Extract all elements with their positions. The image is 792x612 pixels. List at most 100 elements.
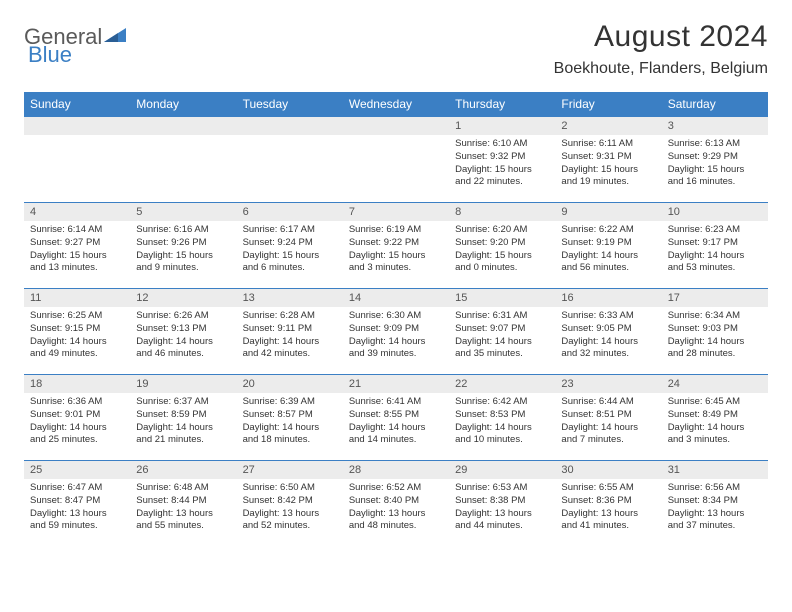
day-details: Sunrise: 6:16 AM Sunset: 9:26 PM Daylight:… <box>130 221 236 279</box>
sunrise-line: Sunrise: 6:50 AM <box>243 482 315 493</box>
sunset-line: Sunset: 9:32 PM <box>455 151 525 162</box>
day-details: Sunrise: 6:23 AMSunset: 9:17 PMDaylight:… <box>662 221 768 279</box>
sunset-line: Sunset: 9:07 PM <box>455 323 525 334</box>
daylight-line: Daylight: 14 hours and 53 minutes. <box>668 250 745 274</box>
sunrise-line: Sunrise: 6:16 AM <box>136 224 208 235</box>
daylight-line: Daylight: 15 hours and 9 minutes. <box>136 250 213 274</box>
sunrise-line: Sunrise: 6:55 AM <box>561 482 633 493</box>
calendar-day-cell: 15Sunrise: 6:31 AMSunset: 9:07 PMDayligh… <box>449 289 555 375</box>
sunrise-line: Sunrise: 6:41 AM <box>349 396 421 407</box>
day-number <box>24 117 130 135</box>
calendar-day-cell: 2Sunrise: 6:11 AMSunset: 9:31 PMDaylight… <box>555 117 661 203</box>
sunset-line: Sunset: 8:55 PM <box>349 409 419 420</box>
calendar-row: 11Sunrise: 6:25 AMSunset: 9:15 PMDayligh… <box>24 289 768 375</box>
weekday-row: SundayMondayTuesdayWednesdayThursdayFrid… <box>24 92 768 117</box>
day-details: Sunrise: 6:20 AM Sunset: 9:20 PM Daylight:… <box>449 221 555 279</box>
day-number: 2 <box>555 117 661 135</box>
day-details: Sunrise: 6:26 AMSunset: 9:13 PMDaylight:… <box>130 307 236 365</box>
day-number: 23 <box>555 375 661 393</box>
day-details: Sunrise: 6:25 AMSunset: 9:15 PMDaylight:… <box>24 307 130 365</box>
day-details: Sunrise: 6:28 AMSunset: 9:11 PMDaylight:… <box>237 307 343 365</box>
location-text: Boekhoute, Flanders, Belgium <box>554 60 768 78</box>
calendar-day-cell: 31Sunrise: 6:56 AMSunset: 8:34 PMDayligh… <box>662 461 768 547</box>
sunset-line: Sunset: 8:51 PM <box>561 409 631 420</box>
sunset-line: Sunset: 9:19 PM <box>561 237 631 248</box>
day-details: Sunrise: 6:22 AMSunset: 9:19 PMDaylight:… <box>555 221 661 279</box>
sunrise-line: Sunrise: 6:19 AM <box>349 224 421 235</box>
day-number: 17 <box>662 289 768 307</box>
calendar-row: 4Sunrise: 6:14 AMSunset: 9:27 PMDaylight… <box>24 203 768 289</box>
daylight-line: Daylight: 14 hours and 49 minutes. <box>30 336 107 360</box>
day-number: 19 <box>130 375 236 393</box>
calendar-day-cell: 19Sunrise: 6:37 AMSunset: 8:59 PMDayligh… <box>130 375 236 461</box>
sunrise-line: Sunrise: 6:14 AM <box>30 224 102 235</box>
calendar-row: 25Sunrise: 6:47 AMSunset: 8:47 PMDayligh… <box>24 461 768 547</box>
day-details: Sunrise: 6:56 AMSunset: 8:34 PMDaylight:… <box>662 479 768 537</box>
day-details: Sunrise: 6:41 AM Sunset: 8:55 PM Daylight:… <box>343 393 449 451</box>
daylight-line: Daylight: 15 hours and 0 minutes. <box>455 250 532 274</box>
day-number: 20 <box>237 375 343 393</box>
daylight-line: Daylight: 13 hours and 59 minutes. <box>30 508 107 532</box>
day-number: 22 <box>449 375 555 393</box>
day-number: 24 <box>662 375 768 393</box>
day-number: 29 <box>449 461 555 479</box>
sunset-line: Sunset: 8:40 PM <box>349 495 419 506</box>
day-details: Sunrise: 6:30 AMSunset: 9:09 PMDaylight:… <box>343 307 449 365</box>
calendar-body: 1Sunrise: 6:10 AMSunset: 9:32 PMDaylight… <box>24 117 768 547</box>
sunset-line: Sunset: 9:11 PM <box>243 323 313 334</box>
sunset-line: Sunset: 9:26 PM <box>136 237 206 248</box>
daylight-line: Daylight: 15 hours and 16 minutes. <box>668 164 745 188</box>
sunset-line: Sunset: 9:05 PM <box>561 323 631 334</box>
daylight-line: Daylight: 15 hours and 13 minutes. <box>30 250 107 274</box>
day-details: Sunrise: 6:31 AMSunset: 9:07 PMDaylight:… <box>449 307 555 365</box>
weekday-header: Saturday <box>662 92 768 117</box>
weekday-header: Tuesday <box>237 92 343 117</box>
calendar-thead: SundayMondayTuesdayWednesdayThursdayFrid… <box>24 92 768 117</box>
calendar-empty-cell <box>24 117 130 203</box>
sunset-line: Sunset: 8:38 PM <box>455 495 525 506</box>
calendar-day-cell: 9Sunrise: 6:22 AMSunset: 9:19 PMDaylight… <box>555 203 661 289</box>
daylight-line: Daylight: 13 hours and 37 minutes. <box>668 508 745 532</box>
daylight-line: Daylight: 14 hours and 56 minutes. <box>561 250 638 274</box>
day-details: Sunrise: 6:36 AMSunset: 9:01 PMDaylight:… <box>24 393 130 451</box>
day-number: 26 <box>130 461 236 479</box>
day-details <box>237 135 343 175</box>
daylight-line: Daylight: 14 hours and 32 minutes. <box>561 336 638 360</box>
day-details: Sunrise: 6:48 AMSunset: 8:44 PMDaylight:… <box>130 479 236 537</box>
day-details: Sunrise: 6:17 AMSunset: 9:24 PMDaylight:… <box>237 221 343 279</box>
weekday-header: Monday <box>130 92 236 117</box>
day-details: Sunrise: 6:11 AMSunset: 9:31 PMDaylight:… <box>555 135 661 193</box>
daylight-line: Daylight: 13 hours and 41 minutes. <box>561 508 638 532</box>
calendar-day-cell: 17Sunrise: 6:34 AMSunset: 9:03 PMDayligh… <box>662 289 768 375</box>
sunset-line: Sunset: 8:47 PM <box>30 495 100 506</box>
day-number: 21 <box>343 375 449 393</box>
calendar-table: SundayMondayTuesdayWednesdayThursdayFrid… <box>24 92 768 547</box>
sunset-line: Sunset: 9:17 PM <box>668 237 738 248</box>
sunrise-line: Sunrise: 6:10 AM <box>455 138 527 149</box>
sunrise-line: Sunrise: 6:17 AM <box>243 224 315 235</box>
calendar-day-cell: 26Sunrise: 6:48 AMSunset: 8:44 PMDayligh… <box>130 461 236 547</box>
sunrise-line: Sunrise: 6:36 AM <box>30 396 102 407</box>
sunrise-line: Sunrise: 6:33 AM <box>561 310 633 321</box>
calendar-day-cell: 24Sunrise: 6:45 AMSunset: 8:49 PMDayligh… <box>662 375 768 461</box>
day-details: Sunrise: 6:44 AMSunset: 8:51 PMDaylight:… <box>555 393 661 451</box>
calendar-day-cell: 8Sunrise: 6:20 AMSunset: 9:20 PMDaylight… <box>449 203 555 289</box>
calendar-day-cell: 18Sunrise: 6:36 AMSunset: 9:01 PMDayligh… <box>24 375 130 461</box>
day-details: Sunrise: 6:47 AMSunset: 8:47 PMDaylight:… <box>24 479 130 537</box>
daylight-line: Daylight: 15 hours and 6 minutes. <box>243 250 320 274</box>
day-number: 31 <box>662 461 768 479</box>
day-details: Sunrise: 6:13 AMSunset: 9:29 PMDaylight:… <box>662 135 768 193</box>
daylight-line: Daylight: 14 hours and 7 minutes. <box>561 422 638 446</box>
sunset-line: Sunset: 9:20 PM <box>455 237 525 248</box>
sunset-line: Sunset: 9:01 PM <box>30 409 100 420</box>
day-details: Sunrise: 6:45 AMSunset: 8:49 PMDaylight:… <box>662 393 768 451</box>
day-number: 9 <box>555 203 661 221</box>
calendar-row: 18Sunrise: 6:36 AMSunset: 9:01 PMDayligh… <box>24 375 768 461</box>
sunrise-line: Sunrise: 6:20 AM <box>455 224 527 235</box>
day-details: Sunrise: 6:42 AMSunset: 8:53 PMDaylight:… <box>449 393 555 451</box>
sunrise-line: Sunrise: 6:30 AM <box>349 310 421 321</box>
daylight-line: Daylight: 14 hours and 14 minutes. <box>349 422 426 446</box>
daylight-line: Daylight: 13 hours and 44 minutes. <box>455 508 532 532</box>
weekday-header: Friday <box>555 92 661 117</box>
calendar-day-cell: 20Sunrise: 6:39 AMSunset: 8:57 PMDayligh… <box>237 375 343 461</box>
